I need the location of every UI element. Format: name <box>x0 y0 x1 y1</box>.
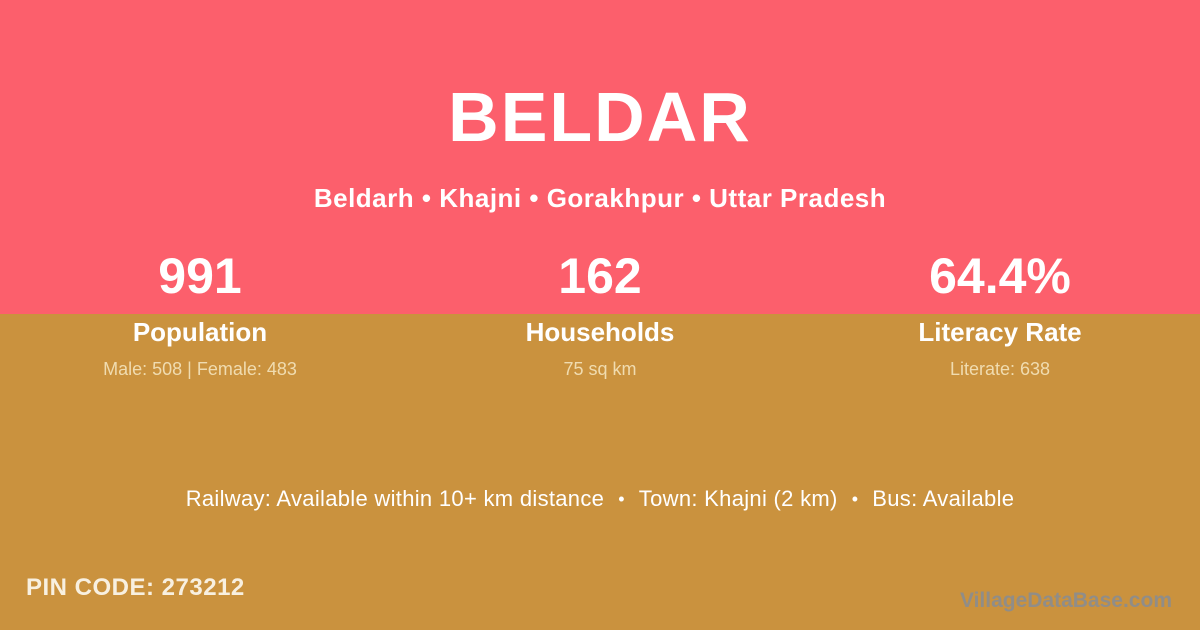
separator-dot: • <box>851 489 859 509</box>
hero-background <box>0 0 1200 314</box>
stats-row: 991 Population Male: 508 | Female: 483 1… <box>0 247 1200 380</box>
literacy-detail: Literate: 638 <box>949 359 1051 379</box>
households-detail: 75 sq km <box>563 359 637 379</box>
population-label: Population <box>132 317 268 347</box>
site-watermark: VillageDataBase.com <box>959 589 1172 612</box>
location-breadcrumb: Beldarh • Khajni • Gorakhpur • Uttar Pra… <box>313 183 887 213</box>
bus-info: Bus: Available <box>872 486 1015 511</box>
literacy-value: 64.4% <box>929 248 1071 304</box>
separator-dot: • <box>618 489 625 509</box>
stat-population: 991 Population Male: 508 | Female: 483 <box>0 247 400 380</box>
literacy-label: Literacy Rate <box>918 317 1082 347</box>
population-detail: Male: 508 | Female: 483 <box>103 359 297 379</box>
transport-info-line: Railway: Available within 10+ km distanc… <box>0 486 1200 512</box>
railway-info: Railway: Available within 10+ km distanc… <box>185 486 605 511</box>
town-info: Town: Khajni (2 km) <box>638 486 838 511</box>
pin-code-label: PIN CODE: 273212 <box>26 574 245 601</box>
households-value: 162 <box>558 248 642 304</box>
population-value: 991 <box>158 248 242 304</box>
stat-literacy: 64.4% Literacy Rate Literate: 638 <box>800 247 1200 380</box>
village-title: BELDAR <box>448 78 752 156</box>
households-label: Households <box>525 317 675 347</box>
stat-households: 162 Households 75 sq km <box>400 247 800 380</box>
